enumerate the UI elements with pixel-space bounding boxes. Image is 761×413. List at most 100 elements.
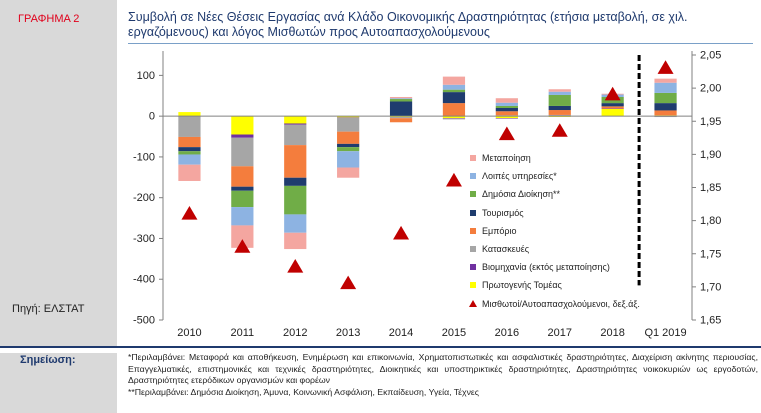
bar-segment	[178, 164, 201, 181]
bar-segment	[442, 118, 466, 119]
legend-label: Μεταποίηση	[482, 153, 531, 163]
bar-segment	[231, 116, 254, 135]
x-tick-label: 2014	[389, 327, 413, 339]
bar-segment	[654, 92, 677, 104]
x-tick-label: 2016	[495, 327, 519, 339]
y2-tick-label: 1,70	[700, 281, 721, 293]
bar-segment	[654, 78, 677, 83]
bar-segment	[231, 134, 254, 138]
bar-segment	[284, 123, 307, 125]
bar-segment	[495, 108, 518, 112]
y2-tick-label: 2,05	[700, 50, 721, 62]
bar-segment	[495, 102, 518, 106]
bar-segment	[389, 99, 413, 102]
y-tick-label: -500	[133, 315, 155, 327]
bar-segment	[178, 154, 201, 165]
bar-segment	[231, 190, 254, 208]
note-label: Σημείωση:	[20, 354, 76, 366]
ratio-marker	[657, 60, 674, 74]
bar-segment	[442, 89, 466, 93]
bar-segment	[337, 116, 360, 118]
bar-segment	[178, 112, 201, 117]
bar-segment	[495, 118, 518, 119]
section-divider	[0, 346, 761, 348]
bar-segment	[654, 116, 677, 118]
legend-swatch	[470, 155, 476, 161]
bar-segment	[495, 98, 518, 103]
bar-segment	[337, 151, 360, 168]
bar-segment	[178, 147, 201, 152]
bar-segment	[284, 145, 307, 178]
bar-segment	[389, 118, 413, 123]
bar-segment	[337, 131, 360, 144]
note-text: **Περιλαμβάνει: Δημόσια Διοίκηση, Άμυνα,…	[128, 386, 479, 397]
legend-label: Κατασκευές	[482, 244, 530, 254]
bar-segment	[284, 116, 307, 124]
y-tick-label: -300	[133, 233, 155, 245]
bar-segment	[231, 186, 254, 191]
bar-segment	[178, 116, 201, 137]
legend-label: Λοιπές υπηρεσίες*	[482, 171, 557, 182]
bar-segment	[337, 167, 360, 178]
triangle-icon	[469, 299, 477, 307]
legend-label: Εμπόριο	[482, 225, 517, 236]
bar-segment	[337, 147, 360, 152]
bar-segment	[548, 94, 571, 106]
bar-segment	[337, 117, 360, 132]
legend-swatch	[470, 264, 476, 271]
y2-tick-label: 1,85	[700, 182, 721, 194]
bar-segment	[548, 105, 571, 111]
bar-segment	[284, 124, 307, 146]
ratio-marker	[498, 126, 515, 141]
bar-segment	[601, 108, 624, 109]
ratio-marker	[393, 225, 410, 240]
ratio-marker	[181, 206, 198, 220]
bar-segment	[442, 116, 466, 119]
bar-segment	[231, 207, 254, 226]
bar-segment	[389, 116, 413, 119]
bar-segment	[284, 214, 307, 233]
x-tick-label: Q1 2019	[644, 327, 686, 339]
bar-segment	[601, 103, 624, 107]
y2-tick-label: 1,75	[700, 248, 721, 260]
bar-segment	[548, 114, 571, 116]
bar-segment	[654, 103, 677, 111]
x-tick-label: 2013	[336, 327, 360, 339]
note-text: *Περιλαμβάνει: Μεταφορά και αποθήκευση, …	[128, 352, 758, 386]
ratio-marker	[340, 275, 357, 290]
ratio-marker	[445, 172, 462, 187]
title-divider	[128, 43, 753, 44]
bar-segment	[442, 92, 466, 104]
x-tick-label: 2015	[442, 327, 466, 339]
bar-segment	[231, 166, 254, 187]
left-panel: ΓΡΑΦΗΜΑ 2 Πηγή: ΕΛΣΤΑΤ	[0, 0, 117, 346]
bar-segment	[601, 106, 624, 109]
x-tick-label: 2010	[177, 327, 201, 339]
bar-segment	[231, 225, 254, 248]
bar-segment	[548, 89, 571, 92]
x-tick-label: 2018	[600, 327, 624, 339]
bar-segment	[495, 116, 518, 119]
chart-area: 100 0 -100 -200 -300 -400 -500 2,05 2,00 1,95 1,90…	[133, 50, 721, 340]
bar-segment	[442, 76, 466, 85]
figure-label: ΓΡΑΦΗΜΑ 2	[18, 13, 80, 25]
x-tick-label: 2011	[231, 327, 255, 339]
bar-segment	[284, 185, 307, 215]
notes-block: *Περιλαμβάνει: Μεταφορά και αποθήκευση, …	[128, 352, 758, 398]
bar-segment	[389, 101, 413, 117]
legend-swatch	[470, 191, 476, 198]
x-tick-label: 2012	[283, 327, 307, 339]
bar-segment	[442, 118, 466, 120]
y-tick-label: -400	[133, 274, 155, 286]
legend-swatch	[470, 246, 476, 252]
y2-tick-label: 1,80	[700, 215, 721, 227]
bar-segment	[495, 111, 518, 116]
y2-tick-label: 1,90	[700, 149, 721, 161]
bar-segment	[442, 103, 466, 117]
bar-segment	[548, 91, 571, 95]
bar-segment	[495, 105, 518, 108]
y-tick-label: 0	[149, 111, 155, 123]
bar-segment	[284, 177, 307, 186]
legend-label: Τουρισμός	[482, 207, 524, 218]
chart-title: Συμβολή σε Νέες Θέσεις Εργασίας ανά Κλάδ…	[128, 10, 688, 39]
